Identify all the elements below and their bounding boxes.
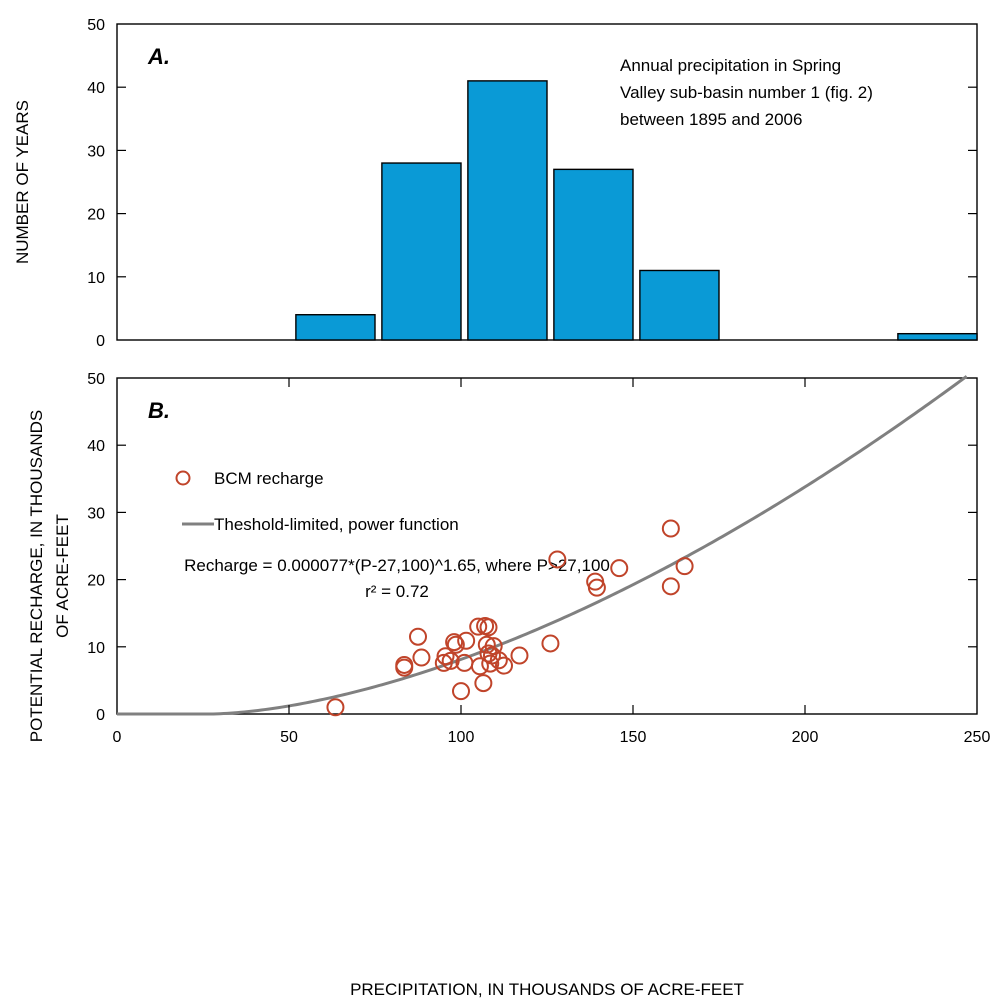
data-point-16 xyxy=(474,674,493,693)
histogram-bar-6 xyxy=(897,332,978,341)
panel-a-y-tick-label: 50 xyxy=(87,17,105,34)
panel-b-y-tick-label: 20 xyxy=(87,573,105,590)
fit-equation: Recharge = 0.000077*(P-27,100)^1.65, whe… xyxy=(184,556,610,575)
panel-b-x-ticks: 0 50 100 150 200 250 xyxy=(113,378,991,746)
data-point-13 xyxy=(457,631,476,650)
panel-a-y-tick-label: 40 xyxy=(87,80,105,97)
data-point-3 xyxy=(395,655,414,674)
data-point-1 xyxy=(326,698,345,717)
panel-b-y-tick-label: 10 xyxy=(87,640,105,657)
data-point-9 xyxy=(445,633,464,652)
data-point-21 xyxy=(481,654,500,673)
panel-b-y-tick-label: 50 xyxy=(87,371,105,388)
panel-a-y-tick-label: 30 xyxy=(87,143,105,160)
data-point-7 xyxy=(436,647,455,666)
data-point-31 xyxy=(610,559,629,578)
x-tick-label: 0 xyxy=(113,729,122,746)
data-point-8 xyxy=(441,651,460,670)
data-point-30 xyxy=(587,578,606,597)
fit-curve xyxy=(117,375,968,716)
data-point-26 xyxy=(510,646,529,665)
panel-a-y-tick-label: 0 xyxy=(96,333,105,350)
panel-a-annotation-line-1: Annual precipitation in Spring xyxy=(620,56,841,75)
panel-b-y-tick-label: 30 xyxy=(87,505,105,522)
histogram-bar-4 xyxy=(553,168,634,341)
data-point-6 xyxy=(434,653,453,672)
panel-b-y-axis-title-line-2: OF ACRE-FEET xyxy=(53,514,72,638)
x-tick-label: 250 xyxy=(964,729,991,746)
histogram-bar-2 xyxy=(381,162,462,341)
legend-line-label: Theshold-limited, power function xyxy=(214,515,459,534)
panel-b-points xyxy=(326,519,694,717)
x-tick-label: 100 xyxy=(448,729,475,746)
data-point-28 xyxy=(548,550,567,569)
data-point-25 xyxy=(495,656,513,675)
panel-a-y-tick-label: 20 xyxy=(87,207,105,224)
x-axis-title: PRECIPITATION, IN THOUSANDS OF ACRE-FEET xyxy=(350,980,744,999)
data-point-10 xyxy=(446,635,465,654)
panel-a-y-ticks: 0 10 20 30 40 50 xyxy=(87,17,977,350)
histogram-bar-5 xyxy=(639,269,720,341)
x-tick-label: 150 xyxy=(620,729,647,746)
panel-b-y-tick-label: 40 xyxy=(87,438,105,455)
histogram-bar-3 xyxy=(467,80,548,341)
histogram-bar-1 xyxy=(295,314,376,341)
data-point-32 xyxy=(661,519,680,538)
panel-a-annotation-line-2: Valley sub-basin number 1 (fig. 2) xyxy=(620,83,873,102)
panel-b-y-axis-title-line-1: POTENTIAL RECHARGE, IN THOUSANDS xyxy=(27,410,46,743)
data-point-11 xyxy=(452,682,470,701)
data-point-4 xyxy=(409,627,427,646)
data-point-14 xyxy=(469,617,488,636)
data-point-27 xyxy=(541,634,560,653)
panel-b-y-tick-label: 0 xyxy=(96,707,105,724)
panel-a-annotation-line-3: between 1895 and 2006 xyxy=(620,110,802,129)
panel-a-y-tick-label: 10 xyxy=(87,270,105,287)
panel-a-bars xyxy=(295,80,978,341)
panel-a-y-axis-title: NUMBER OF YEARS xyxy=(13,100,32,264)
legend-point-marker xyxy=(175,470,191,486)
x-tick-label: 200 xyxy=(792,729,819,746)
data-point-5 xyxy=(412,648,431,667)
data-point-34 xyxy=(675,557,694,576)
panel-a-letter: A. xyxy=(147,44,170,69)
legend-point-label: BCM recharge xyxy=(214,469,324,488)
data-point-19 xyxy=(479,618,498,637)
data-point-33 xyxy=(661,577,680,596)
data-point-24 xyxy=(489,651,508,670)
panel-b-letter: B. xyxy=(148,398,170,423)
panel-b-y-ticks: 0 10 20 30 40 50 xyxy=(87,371,977,724)
data-point-18 xyxy=(477,635,496,654)
r-squared: r² = 0.72 xyxy=(365,582,429,601)
x-tick-label: 50 xyxy=(280,729,298,746)
data-point-15 xyxy=(470,657,489,676)
panel-b-frame xyxy=(116,377,978,715)
